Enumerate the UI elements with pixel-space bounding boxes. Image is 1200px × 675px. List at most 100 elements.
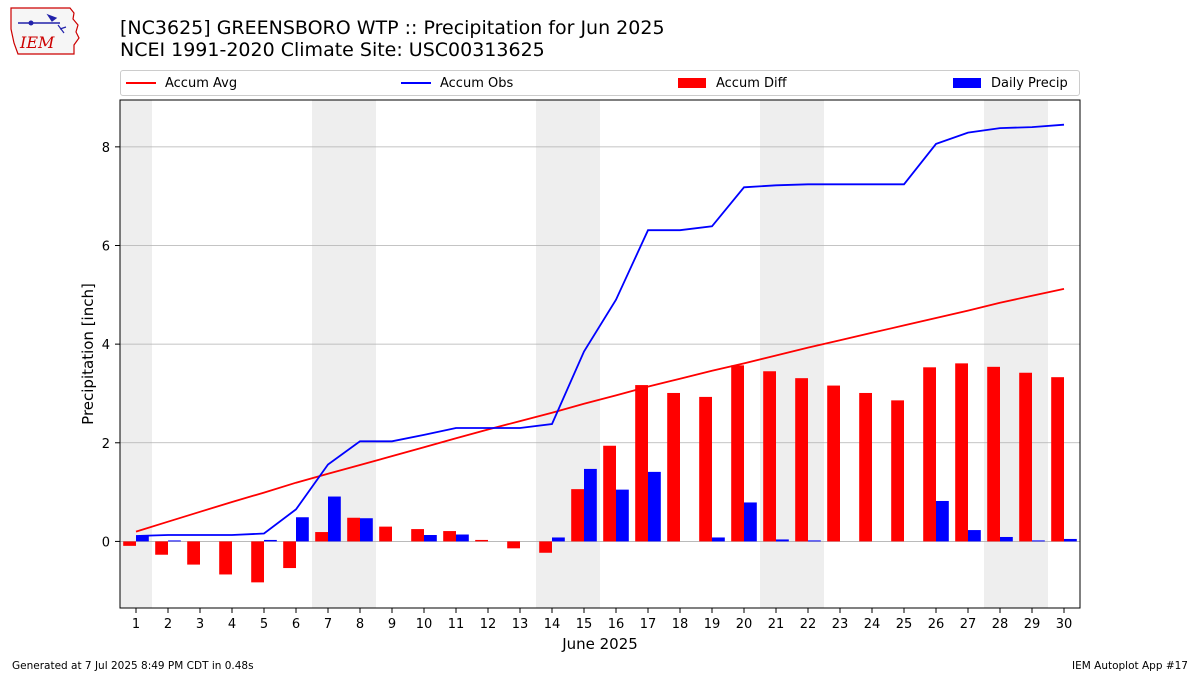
x-tick-label: 24 [864,617,881,632]
accum-diff-bar [443,531,456,542]
y-tick-label: 8 [102,141,110,156]
y-tick-label: 4 [102,338,110,353]
daily-precip-bar [936,500,949,542]
accum-diff-bar [347,517,360,542]
x-tick-label: 25 [896,617,913,632]
wind-vane-icon [46,13,67,34]
x-tick-label: 1 [132,617,140,632]
chart-legend: Accum Avg Accum Obs Accum Diff Daily Pre… [120,70,1080,96]
accum-diff-bar [859,392,872,542]
x-tick-label: 20 [736,617,753,632]
accum-diff-bar [571,489,584,542]
daily-precip-bar [712,537,725,542]
footer-generated-text: Generated at 7 Jul 2025 8:49 PM CDT in 0… [12,660,254,672]
x-tick-label: 27 [960,617,977,632]
legend-label-accum-obs: Accum Obs [440,75,514,91]
footer-app-text: IEM Autoplot App #17 [1072,660,1188,672]
daily-precip-bar [616,489,629,542]
x-tick-label: 5 [260,617,268,632]
daily-precip-bar [744,502,757,542]
x-tick-label: 28 [992,617,1009,632]
accum-diff-bar [955,363,968,542]
x-tick-label: 13 [512,617,529,632]
daily-precip-bar [552,537,565,542]
legend-swatch-daily-precip [953,78,981,88]
legend-swatch-accum-obs [401,82,431,84]
accum-diff-bar [539,541,552,553]
iowa-state-outline [10,7,80,55]
x-tick-label: 6 [292,617,300,632]
x-axis-label: June 2025 [561,635,638,653]
x-tick-label: 14 [544,617,561,632]
daily-precip-bar [296,517,309,542]
legend-item-accum-obs: Accum Obs [401,71,513,95]
daily-precip-bar [968,530,981,542]
x-tick-label: 21 [768,617,785,632]
x-tick-label: 29 [1024,617,1041,632]
daily-precip-bar [1032,540,1045,542]
weekend-shade [120,100,152,608]
accum-diff-bar [1051,377,1064,542]
x-tick-label: 30 [1056,617,1073,632]
daily-precip-bar [328,496,341,542]
y-tick-label: 2 [102,437,110,452]
accum-diff-bar [603,445,616,542]
legend-swatch-accum-avg [126,82,156,84]
accum-diff-bar [987,366,1000,542]
plot-frame [119,99,1081,609]
accum-avg-line [135,288,1065,533]
accum-diff-bar [123,541,136,546]
legend-label-daily-precip: Daily Precip [991,75,1068,91]
x-tick-label: 18 [672,617,689,632]
accum-diff-bar [187,541,200,565]
daily-precip-bar [424,535,437,542]
daily-precip-bar [1064,538,1077,542]
accum-diff-bar [891,400,904,542]
daily-precip-bar [360,518,373,542]
accum-diff-bar [315,532,328,542]
daily-precip-bar [168,540,181,542]
chart-title: [NC3625] GREENSBORO WTP :: Precipitation… [120,17,665,39]
x-tick-label: 10 [416,617,433,632]
x-tick-label: 8 [356,617,364,632]
accum-diff-bar [763,371,776,542]
accum-diff-bar [667,392,680,542]
x-tick-label: 7 [324,617,332,632]
accum-diff-bar [219,541,232,575]
accum-diff-bar [699,396,712,542]
legend-item-daily-precip: Daily Precip [953,71,1068,95]
x-tick-label: 3 [196,617,204,632]
accum-diff-bar [1019,372,1032,542]
accum-diff-bar [507,541,520,549]
iem-logo: IEM [10,7,80,55]
accum-diff-bar [795,378,808,542]
x-tick-label: 2 [164,617,172,632]
x-tick-label: 17 [640,617,657,632]
x-tick-label: 4 [228,617,236,632]
x-tick-label: 15 [576,617,593,632]
accum-diff-bar [411,529,424,542]
accum-diff-bar [283,541,296,569]
x-tick-label: 22 [800,617,817,632]
daily-precip-bar [648,471,661,542]
accum-diff-bar [155,541,168,555]
daily-precip-bar [808,540,821,542]
daily-precip-bar [264,539,277,542]
accum-diff-bar [731,365,744,542]
accum-diff-bar [251,541,264,583]
weekend-shade [536,100,568,608]
x-tick-label: 11 [448,617,465,632]
x-tick-label: 12 [480,617,497,632]
y-axis-label: Precipitation [inch] [79,283,97,425]
daily-precip-bar [136,535,149,542]
logo-text: IEM [19,33,55,52]
legend-item-accum-diff: Accum Diff [678,71,787,95]
chart-subtitle: NCEI 1991-2020 Climate Site: USC00313625 [120,39,545,61]
legend-label-accum-diff: Accum Diff [716,75,787,91]
accum-diff-bar [475,539,488,542]
x-tick-label: 16 [608,617,625,632]
daily-precip-bar [456,534,469,542]
y-tick-label: 0 [102,535,110,550]
accum-diff-bar [827,385,840,542]
